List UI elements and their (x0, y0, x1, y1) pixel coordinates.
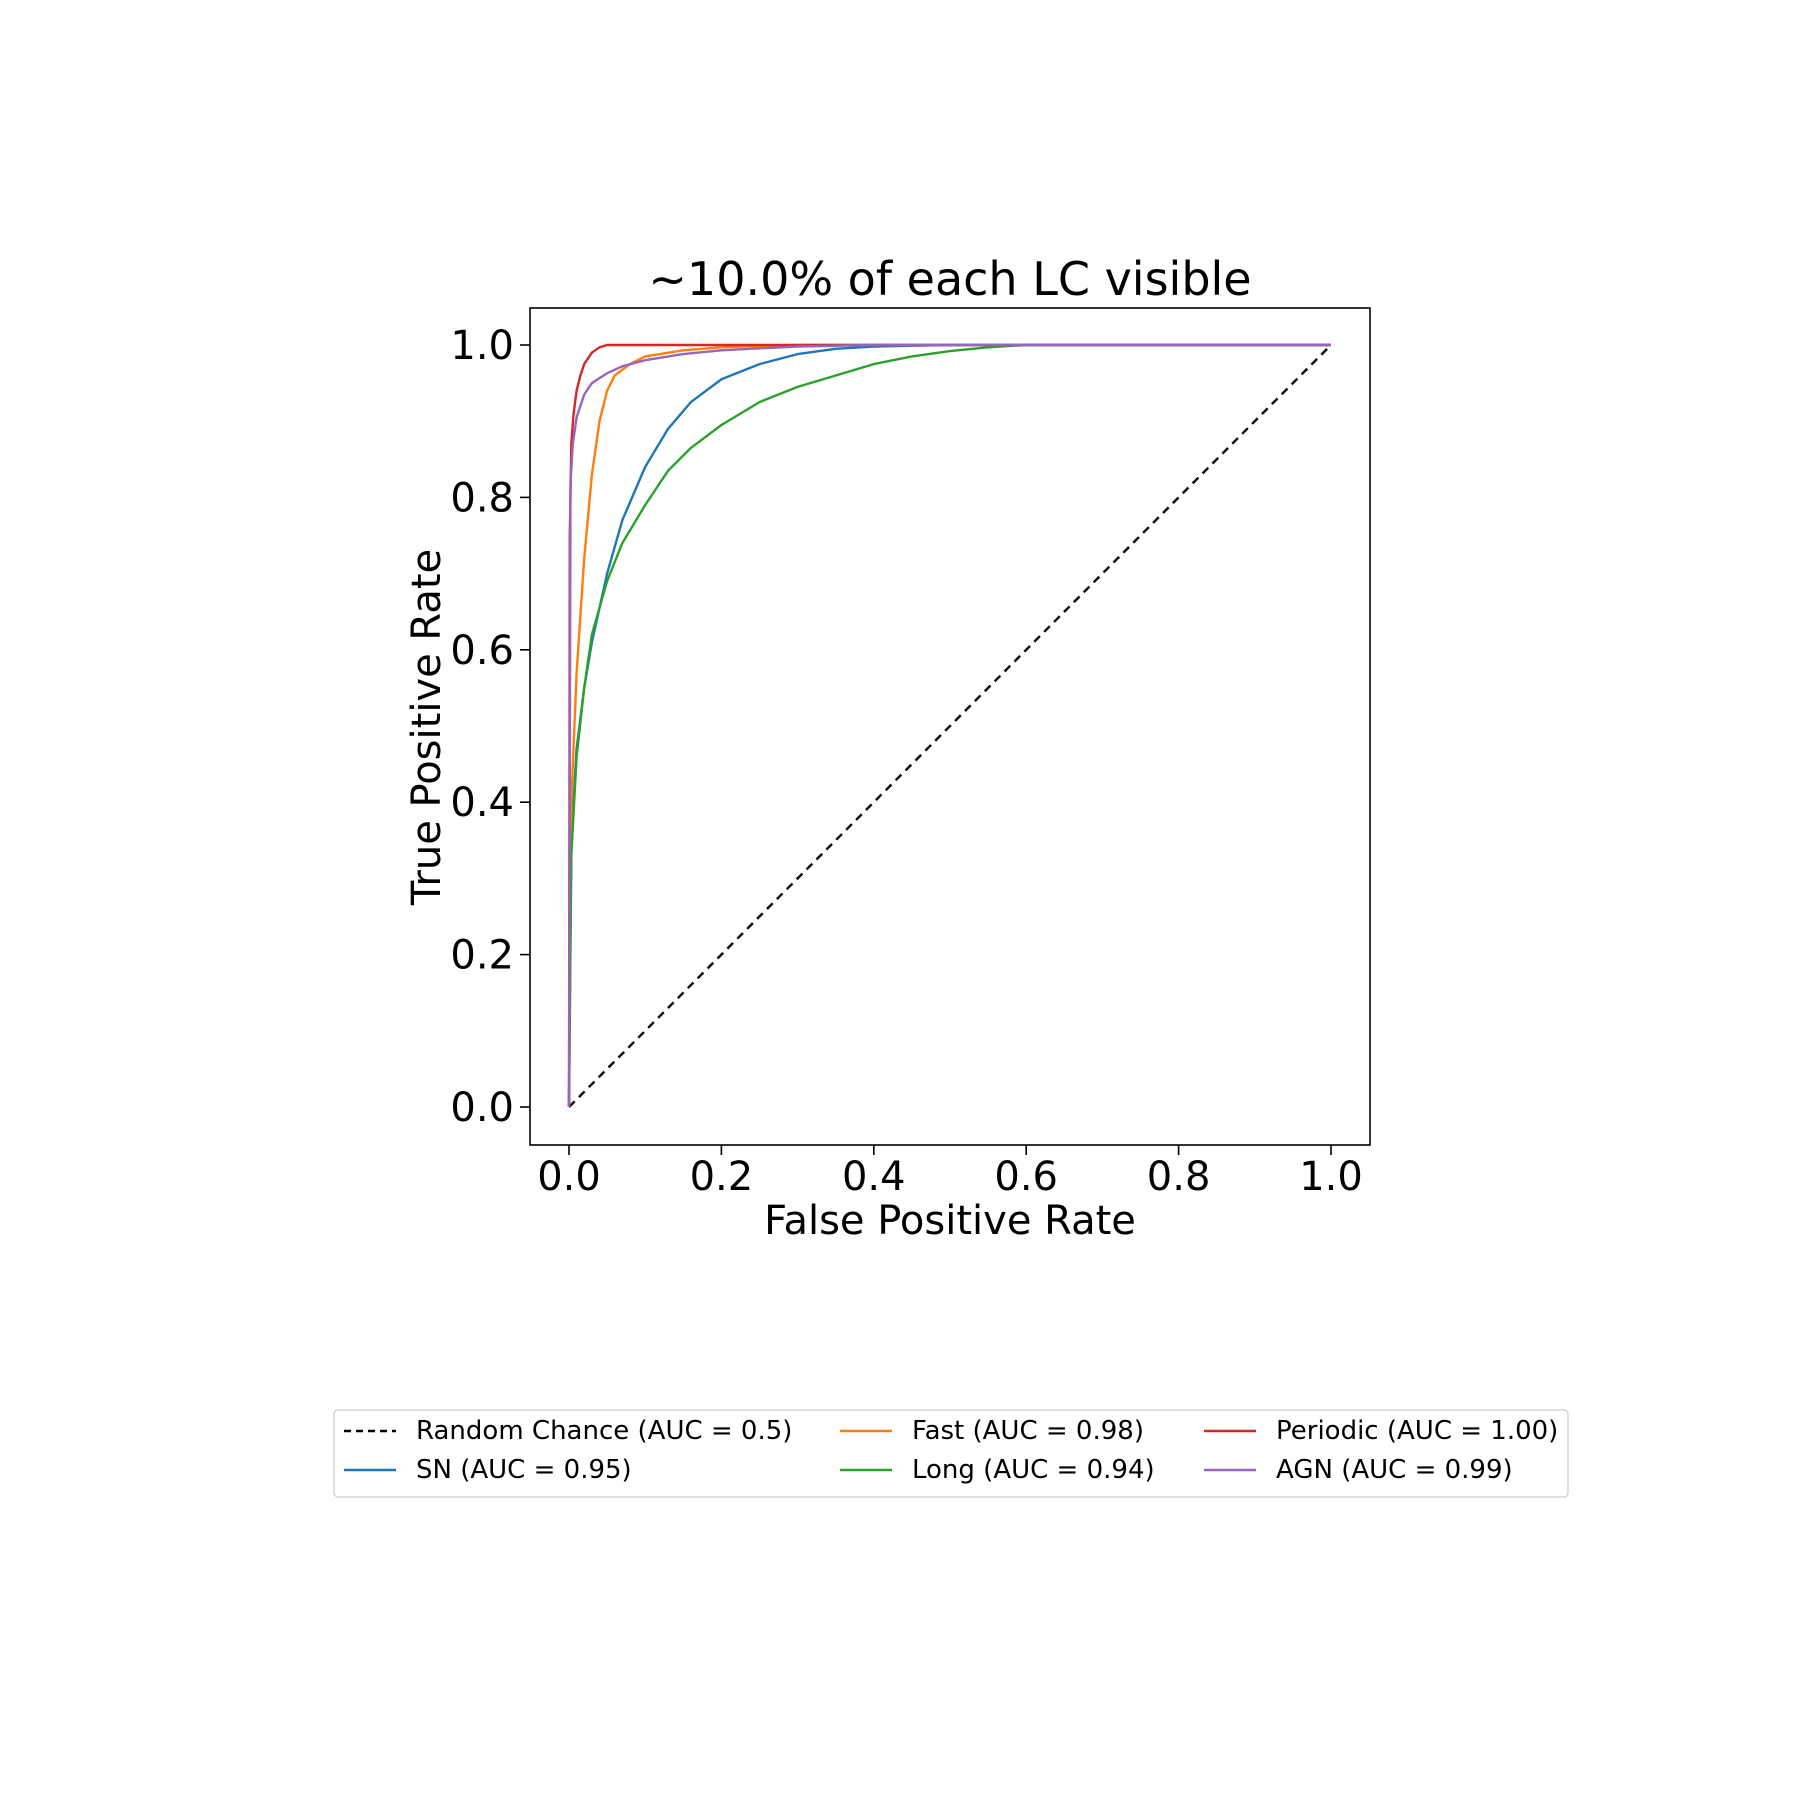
x-tick-label: 1.0 (1299, 1154, 1363, 1200)
legend-label: Long (AUC = 0.94) (912, 1455, 1155, 1485)
legend-label: Periodic (AUC = 1.00) (1276, 1416, 1558, 1446)
x-tick-label: 0.0 (537, 1154, 601, 1200)
y-tick-label: 0.4 (450, 780, 514, 826)
y-axis-label: True Positive Rate (404, 549, 450, 906)
series-line-2 (567, 343, 1331, 1108)
x-tick-label: 0.8 (1147, 1154, 1211, 1200)
x-tick-label: 0.4 (842, 1154, 906, 1200)
plot-lines (567, 343, 1332, 1108)
chart-title: ~10.0% of each LC visible (648, 252, 1251, 306)
y-tick-label: 0.0 (450, 1085, 514, 1131)
y-tick-label: 0.6 (450, 628, 514, 674)
series-line-0 (568, 344, 1332, 1108)
x-tick-label: 0.6 (994, 1154, 1058, 1200)
x-axis-label: False Positive Rate (764, 1198, 1136, 1244)
x-tick-label: 0.2 (690, 1154, 754, 1200)
legend: Random Chance (AUC = 0.5) SN (AUC = 0.95)… (333, 1409, 1569, 1498)
legend-frame (333, 1409, 1569, 1498)
series-line-5 (567, 343, 1331, 1108)
legend-items: Random Chance (AUC = 0.5) SN (AUC = 0.95)… (344, 1416, 1558, 1485)
y-tick-label: 0.8 (450, 475, 514, 521)
y-tick-label: 1.0 (450, 323, 514, 369)
series-line-3 (567, 343, 1331, 1108)
legend-label: AGN (AUC = 0.99) (1276, 1455, 1513, 1485)
plot-frame (529, 307, 1371, 1146)
y-axis-ticks: 0.0 0.2 0.4 0.6 0.8 1.0 (450, 323, 530, 1131)
legend-label: SN (AUC = 0.95) (416, 1455, 632, 1485)
y-tick-label: 0.2 (450, 933, 514, 979)
x-axis-ticks: 0.0 0.2 0.4 0.6 0.8 1.0 (537, 1145, 1363, 1200)
legend-label: Fast (AUC = 0.98) (912, 1416, 1144, 1446)
legend-label: Random Chance (AUC = 0.5) (416, 1416, 792, 1446)
